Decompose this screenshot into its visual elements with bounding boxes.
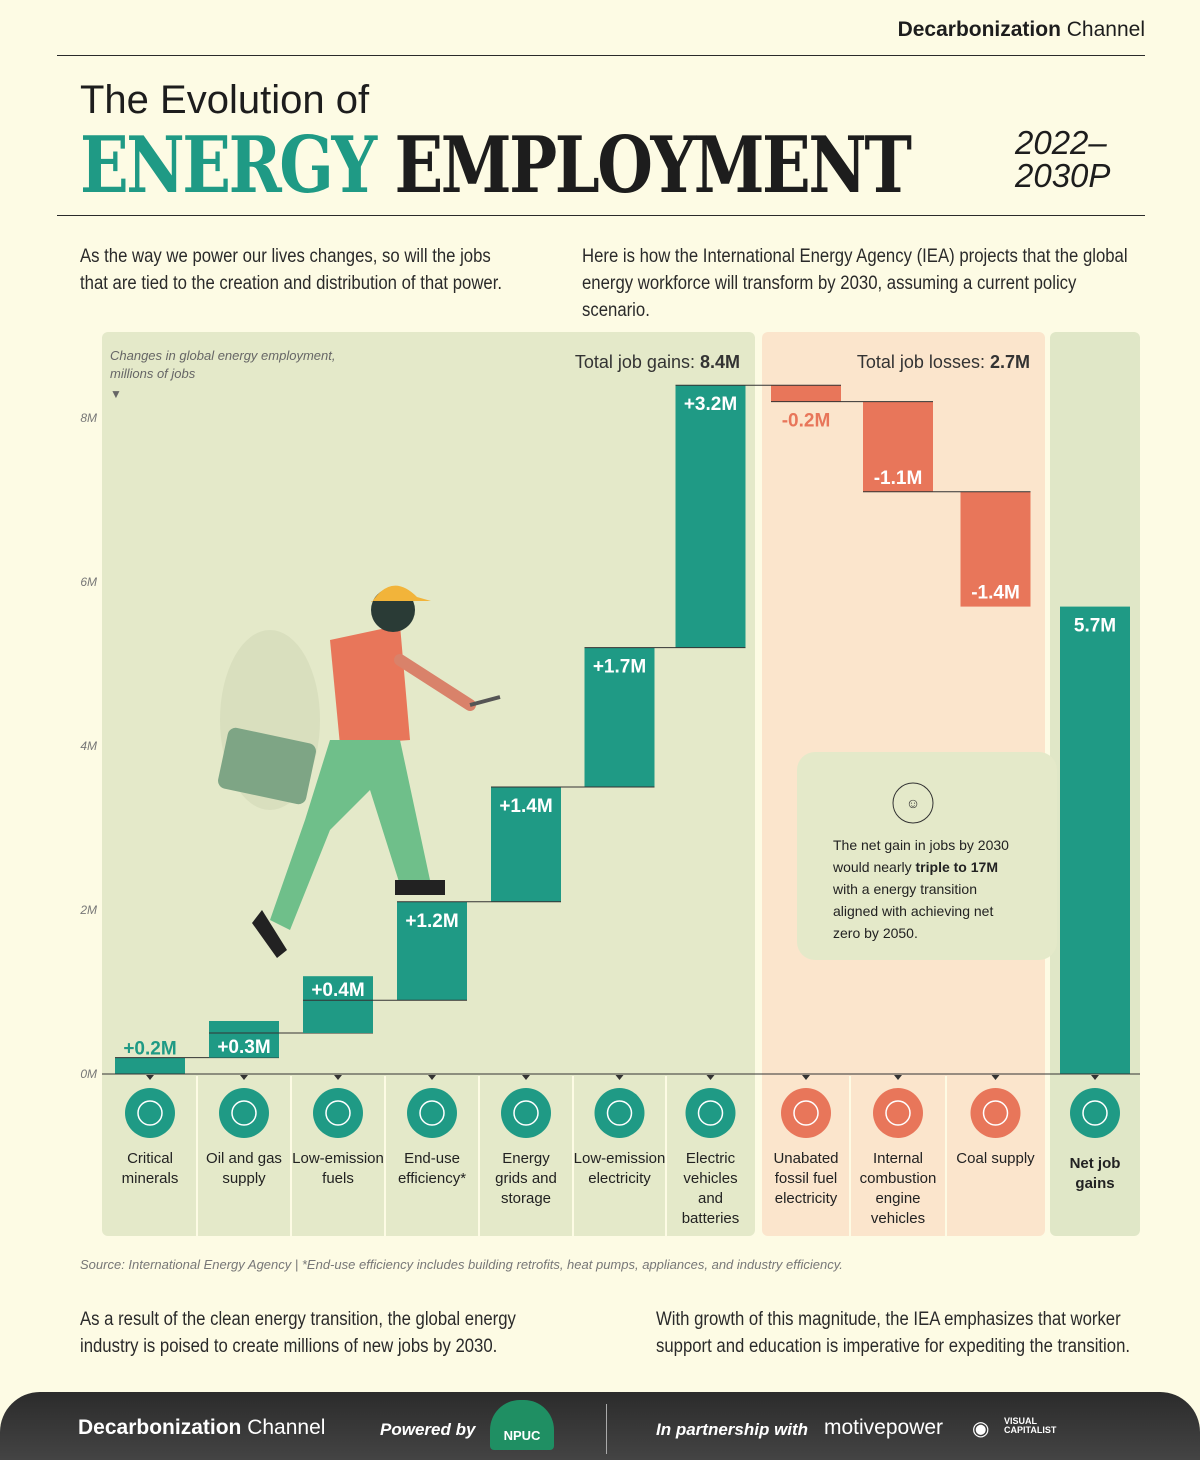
wind-solar-icon (594, 1088, 645, 1138)
growth-people-icon (1070, 1088, 1120, 1138)
data-label: 5.7M (1074, 616, 1116, 637)
tick-marker (802, 1075, 810, 1080)
footer: Decarbonization Channel Powered by NPUC … (0, 1392, 1200, 1460)
data-label: +3.2M (684, 394, 737, 415)
svg-text:☺: ☺ (906, 795, 920, 811)
category-label: Oil and gas supply (206, 1150, 282, 1187)
powered-by: Powered by (380, 1420, 476, 1439)
bar-3 (397, 901, 467, 1001)
divider (57, 55, 1145, 56)
bar-5 (584, 647, 655, 787)
data-label: +1.7M (593, 657, 646, 678)
tick-marker (240, 1075, 248, 1080)
data-label: -1.1M (874, 468, 923, 489)
divider (57, 215, 1145, 216)
title-line1: The Evolution of (80, 78, 370, 122)
motivepower-logo: motivepower (824, 1416, 944, 1439)
annotation-text: The net gain in jobs by 2030 would nearl… (832, 837, 1013, 941)
npuc-logo: NPUC (490, 1400, 554, 1450)
annotation-box: ☺ The net gain in jobs by 2030 would nea… (797, 752, 1057, 960)
source-note: Source: International Energy Agency | *E… (80, 1257, 843, 1272)
bar-10 (1060, 606, 1130, 1074)
fuel-pump-icon (313, 1088, 363, 1138)
total-gains: Total job gains: 8.4M (575, 352, 740, 372)
minerals-icon (125, 1088, 175, 1138)
data-label: +1.4M (499, 796, 552, 817)
tick-marker (1091, 1075, 1099, 1080)
outro-right: With growth of this magnitude, the IEA e… (656, 1309, 1131, 1357)
factory-icon (781, 1088, 831, 1138)
category-label: Low-emission electricity (574, 1150, 666, 1187)
y-tick-label: 2M (79, 903, 97, 917)
category-label: End-use efficiency* (398, 1150, 466, 1187)
bar-0 (115, 1057, 185, 1074)
worker-illustration (218, 585, 501, 958)
bar-7 (771, 385, 841, 402)
car-icon (873, 1088, 923, 1138)
tick-marker (894, 1075, 902, 1080)
plug-leaf-icon (407, 1088, 457, 1138)
data-label: +0.4M (311, 980, 364, 1001)
y-tick-label: 6M (80, 575, 97, 589)
brand-logo: Decarbonization Channel (897, 18, 1145, 41)
data-label: -1.4M (971, 583, 1020, 604)
tick-marker (706, 1075, 715, 1080)
category-label: Critical minerals (122, 1150, 179, 1187)
tick-marker (146, 1075, 154, 1080)
category-label: Unabated fossil fuel electricity (773, 1150, 838, 1207)
oil-tanker-icon (219, 1088, 269, 1138)
category-label: Coal supply (956, 1150, 1035, 1167)
y-tick-label: 0M (80, 1067, 97, 1081)
data-label: +0.2M (123, 1039, 176, 1060)
down-triangle-icon: ▼ (110, 387, 122, 401)
y-tick-label: 8M (80, 411, 97, 425)
partner-text: In partnership with (656, 1420, 809, 1439)
ev-battery-icon (685, 1088, 736, 1138)
tick-marker (428, 1075, 436, 1080)
visual-capitalist-logo: VISUAL CAPITALIST (1004, 1416, 1057, 1435)
y-tick-label: 4M (80, 739, 97, 753)
grid-cubes-icon (501, 1088, 551, 1138)
bar-9 (960, 491, 1031, 607)
bar-6 (675, 385, 746, 648)
data-label: +0.3M (217, 1037, 270, 1058)
category-label: Low-emission fuels (292, 1150, 384, 1187)
tick-marker (334, 1075, 342, 1080)
data-label: -0.2M (782, 411, 831, 432)
title-main: ENERGY EMPLOYMENT (80, 120, 912, 211)
category-label: Electric vehicles and batteries (682, 1150, 740, 1227)
tick-marker (991, 1075, 1000, 1080)
tick-marker (522, 1075, 530, 1080)
gains-panel (102, 332, 755, 1236)
category-label: Energy grids and storage (495, 1150, 557, 1207)
waterfall-chart: Changes in global energy employment, mill… (79, 332, 1140, 1236)
footer-brand: Decarbonization Channel (78, 1416, 326, 1439)
wheelbarrow-icon (970, 1088, 1021, 1138)
visual-capitalist-icon: ◉ (972, 1418, 990, 1440)
intro-right: Here is how the International Energy Age… (582, 246, 1128, 321)
bar-8 (863, 401, 933, 492)
outro-left: As a result of the clean energy transiti… (80, 1309, 516, 1357)
bar-4 (491, 787, 561, 902)
title-years: 2022– 2030P (1015, 124, 1111, 194)
total-losses: Total job losses: 2.7M (857, 352, 1030, 372)
people-hands-icon (892, 782, 934, 824)
intro-left: As the way we power our lives changes, s… (80, 246, 502, 294)
category-label: Internal combustion engine vehicles (860, 1150, 937, 1227)
y-axis-title: Changes in global energy employment, mill… (110, 348, 335, 381)
footer-divider (606, 1404, 607, 1454)
data-label: +1.2M (405, 911, 458, 932)
category-label: Net job gains (1070, 1155, 1121, 1192)
tick-marker (615, 1075, 624, 1080)
